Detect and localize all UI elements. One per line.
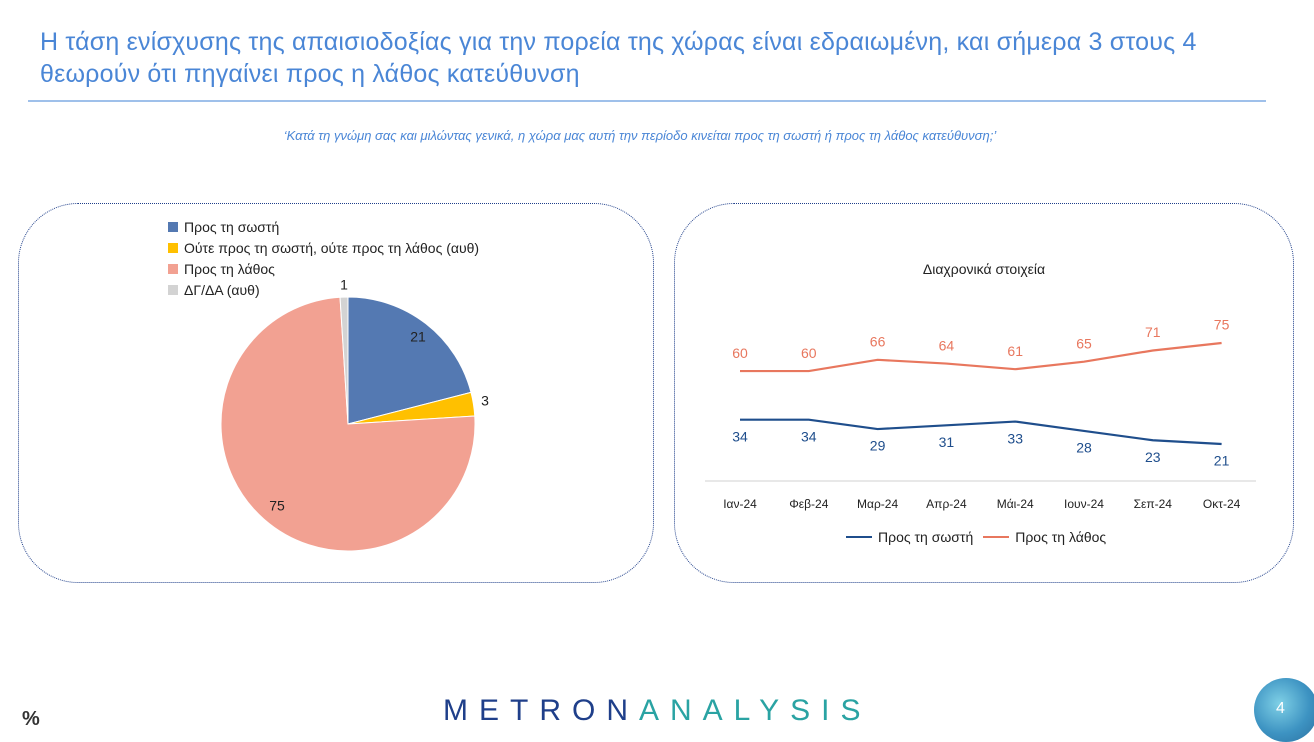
line-legend-stroke-wrong xyxy=(983,536,1010,538)
legend-swatch-wrong xyxy=(168,263,178,274)
pie-legend-item: Ούτε προς τη σωστή, ούτε προς τη λάθος (… xyxy=(168,237,479,258)
pie-legend-item: ΔΓ/ΔΑ (αυθ) xyxy=(168,279,479,300)
legend-label-wrong: Προς τη λάθος xyxy=(184,260,275,277)
pie-data-label: 75 xyxy=(269,498,285,514)
x-tick-label: Απρ-24 xyxy=(926,497,967,511)
x-tick-label: Σεπ-24 xyxy=(1134,497,1173,511)
title-divider xyxy=(28,100,1266,102)
line-data-label: 28 xyxy=(1076,440,1092,456)
line-legend-item: Προς τη σωστή xyxy=(846,529,973,545)
line-data-label: 23 xyxy=(1145,449,1161,465)
legend-swatch-neither xyxy=(168,242,178,253)
page-title: Η τάση ενίσχυσης της απαισιοδοξίας για τ… xyxy=(40,28,1197,88)
pie-slice xyxy=(347,296,472,425)
line-legend-label-wrong: Προς τη λάθος xyxy=(1015,529,1107,545)
pie-data-label: 21 xyxy=(410,329,426,345)
pie-slice xyxy=(220,296,476,552)
legend-swatch-right xyxy=(168,221,178,232)
line-data-label: 33 xyxy=(1007,430,1023,446)
line-legend-item: Προς τη λάθος xyxy=(983,529,1106,545)
x-tick-label: Οκτ-24 xyxy=(1203,497,1241,511)
page-number: 4 xyxy=(1276,700,1285,717)
line-data-label: 21 xyxy=(1214,453,1230,469)
legend-label-neither: Ούτε προς τη σωστή, ούτε προς τη λάθος (… xyxy=(184,239,480,256)
line-data-label: 60 xyxy=(801,345,817,361)
legend-label-right: Προς τη σωστή xyxy=(184,218,280,235)
pie-slice xyxy=(339,296,349,425)
pie-data-label: 3 xyxy=(481,393,489,409)
pie-legend: Προς τη σωστή Ούτε προς τη σωστή, ούτε π… xyxy=(168,216,479,300)
line-legend: Προς τη σωστή Προς τη λάθος xyxy=(846,529,1116,545)
line-data-label: 34 xyxy=(801,428,817,444)
line-data-label: 64 xyxy=(939,337,955,353)
metron-analysis-logo: METRONANALYSIS xyxy=(443,694,872,728)
line-legend-stroke-right xyxy=(846,536,872,538)
line-data-label: 75 xyxy=(1214,317,1230,333)
logo-analysis: ANALYSIS xyxy=(639,694,872,727)
line-data-label: 65 xyxy=(1076,335,1092,351)
pie-legend-item: Προς τη λάθος xyxy=(168,258,479,279)
pie-data-label: 1 xyxy=(340,277,348,293)
pie-chart-panel xyxy=(18,203,654,583)
page-badge xyxy=(1254,678,1314,742)
x-tick-label: Ιαν-24 xyxy=(723,497,757,511)
logo-metron: METRON xyxy=(443,694,639,727)
line-data-label: 61 xyxy=(1007,343,1023,359)
series-line-wrong xyxy=(740,341,1222,373)
line-data-label: 31 xyxy=(939,434,955,450)
x-tick-label: Μαρ-24 xyxy=(857,497,898,511)
percent-unit-label: % xyxy=(22,708,40,730)
line-legend-label-right: Προς τη σωστή xyxy=(878,529,974,545)
legend-label-dk: ΔΓ/ΔΑ (αυθ) xyxy=(184,281,260,298)
line-data-label: 60 xyxy=(732,345,748,361)
line-data-label: 66 xyxy=(870,334,886,350)
question-subtitle: ‘Κατά τη γνώμη σας και μιλώντας γενικά, … xyxy=(283,128,997,143)
legend-swatch-dk xyxy=(168,284,178,295)
line-data-label: 71 xyxy=(1145,324,1161,340)
series-line-right xyxy=(740,418,1222,446)
line-data-label: 34 xyxy=(732,428,748,444)
x-tick-label: Μάι-24 xyxy=(997,497,1034,511)
line-data-label: 29 xyxy=(870,438,886,454)
line-chart-panel xyxy=(674,203,1294,583)
pie-legend-item: Προς τη σωστή xyxy=(168,216,479,237)
line-chart-title: Διαχρονικά στοιχεία xyxy=(922,261,1046,277)
x-tick-label: Ιουν-24 xyxy=(1064,497,1104,511)
x-tick-label: Φεβ-24 xyxy=(789,497,828,511)
